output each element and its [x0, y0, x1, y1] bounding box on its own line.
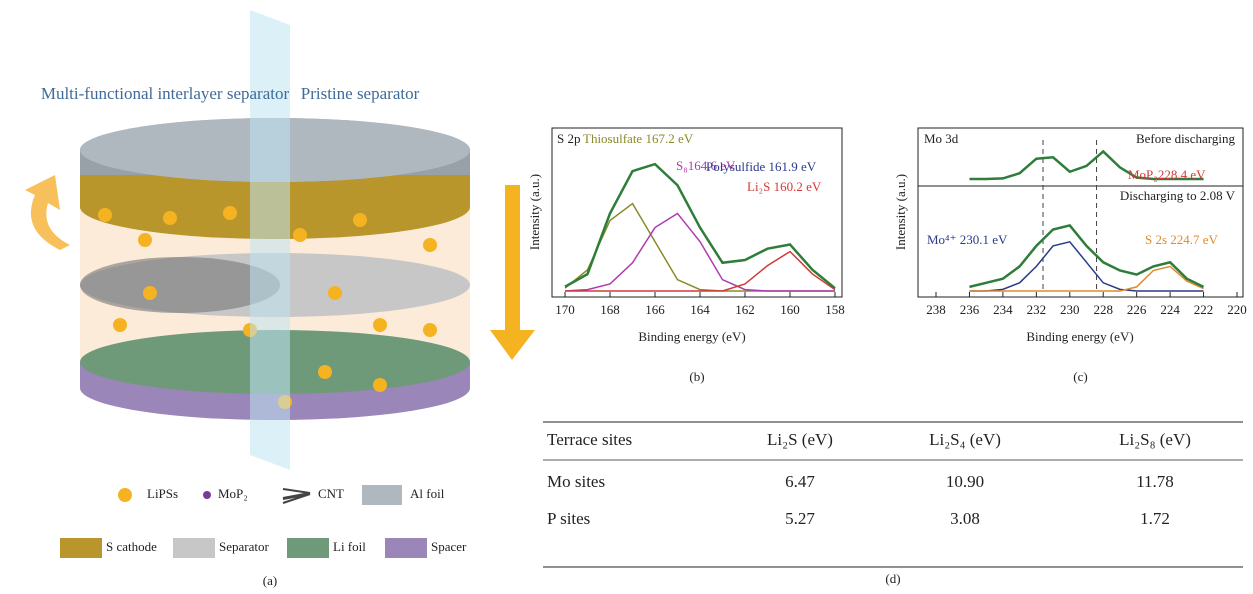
- x-tick-label: 234: [993, 302, 1013, 317]
- arrow-down: [490, 185, 535, 360]
- table-header: Li₂S₄ (eV): [929, 430, 1001, 449]
- legend-icon: [362, 485, 402, 505]
- cnt-mesh: [80, 257, 280, 313]
- x-tick-label: 230: [1060, 302, 1080, 317]
- x-tick-label: 220: [1227, 302, 1247, 317]
- x-tick-label: 236: [960, 302, 980, 317]
- legend-icon: [173, 538, 215, 558]
- legend-icon: [287, 538, 329, 558]
- x-tick-label: 170: [555, 302, 575, 317]
- table: (d): [543, 421, 1243, 586]
- x-tick-label: 224: [1160, 302, 1180, 317]
- legend-text: Spacer: [431, 539, 467, 554]
- annotation: Polysulfide 161.9 eV: [706, 159, 817, 174]
- table-cell: 10.90: [946, 472, 984, 491]
- label-interlayer: Multi-functional interlayer separator: [41, 84, 290, 103]
- x-tick-label: 228: [1093, 302, 1113, 317]
- legend-text: Li foil: [333, 539, 366, 554]
- annotation: Mo⁴⁺ 230.1 eV: [927, 232, 1008, 247]
- legend-text: LiPSs: [147, 486, 178, 501]
- table-cell: 11.78: [1136, 472, 1174, 491]
- label-pristine: Pristine separator: [301, 84, 420, 103]
- table-cell: 5.27: [785, 509, 815, 528]
- legend-icon: [385, 538, 427, 558]
- series-line: [969, 265, 1204, 292]
- panel-label: (b): [689, 369, 704, 384]
- chart-title: S 2p: [557, 131, 580, 146]
- separator-plane: [250, 10, 290, 470]
- table-header: Terrace sites: [547, 430, 632, 449]
- legend-text: MoP₂: [218, 486, 248, 501]
- arrow-left: [25, 175, 70, 250]
- x-tick-label: 166: [645, 302, 665, 317]
- x-tick-label: 162: [735, 302, 755, 317]
- panel-label: (d): [885, 571, 900, 586]
- table-cell: 3.08: [950, 509, 980, 528]
- series-line: [969, 149, 1204, 181]
- legend-icon: [60, 538, 102, 558]
- x-tick-label: 238: [926, 302, 946, 317]
- series-line: [564, 162, 836, 290]
- panel-label: (a): [263, 573, 277, 588]
- x-tick-label: 164: [690, 302, 710, 317]
- annotation: S₈164.6 eV: [676, 158, 736, 173]
- plot-frame: [551, 127, 843, 298]
- table-cell: P sites: [547, 509, 590, 528]
- legend-icon: [118, 488, 132, 502]
- legend-text: S cathode: [106, 539, 157, 554]
- annotation: S 2s 224.7 eV: [1145, 232, 1219, 247]
- illustration: Multi-functional interlayer separator Pr…: [25, 10, 535, 588]
- table-header: Li₂S (eV): [767, 430, 833, 449]
- x-tick-label: 232: [1027, 302, 1047, 317]
- x-tick-label: 168: [600, 302, 620, 317]
- x-tick-label: 226: [1127, 302, 1147, 317]
- y-axis-label: Intensity (a.u.): [893, 174, 908, 250]
- annotation: Before discharging: [1136, 131, 1236, 146]
- panel-label: (c): [1073, 369, 1087, 384]
- x-tick-label: 222: [1194, 302, 1214, 317]
- legend-text: CNT: [318, 486, 344, 501]
- y-axis-label: Intensity (a.u.): [527, 174, 542, 250]
- x-tick-label: 160: [780, 302, 800, 317]
- series-line: [969, 240, 1204, 292]
- x-axis-label: Binding energy (eV): [638, 329, 745, 344]
- annotation: Li₂S 160.2 eV: [747, 179, 822, 194]
- table-cell: 1.72: [1140, 509, 1170, 528]
- legend-icon: [282, 488, 311, 504]
- table-cell: 6.47: [785, 472, 815, 491]
- lipss: [98, 206, 437, 409]
- annotation: Thiosulfate 167.2 eV: [583, 131, 694, 146]
- chart-title: Mo 3d: [924, 131, 959, 146]
- table-header: Li₂S₈ (eV): [1119, 430, 1191, 449]
- plot-frame: [917, 127, 1244, 298]
- series-line: [564, 202, 835, 292]
- legend-text: Separator: [219, 539, 269, 554]
- annotation: MoP₂228.4 eV: [1128, 167, 1206, 182]
- x-tick-label: 158: [825, 302, 845, 317]
- x-axis-label: Binding energy (eV): [1026, 329, 1133, 344]
- legend-icon: [203, 491, 211, 499]
- series-line: [565, 250, 836, 292]
- table-cell: Mo sites: [547, 472, 605, 491]
- series-line: [969, 223, 1205, 289]
- annotation: Discharging to 2.08 V: [1120, 188, 1236, 203]
- series-line: [564, 212, 835, 292]
- legend-text: Al foil: [410, 486, 445, 501]
